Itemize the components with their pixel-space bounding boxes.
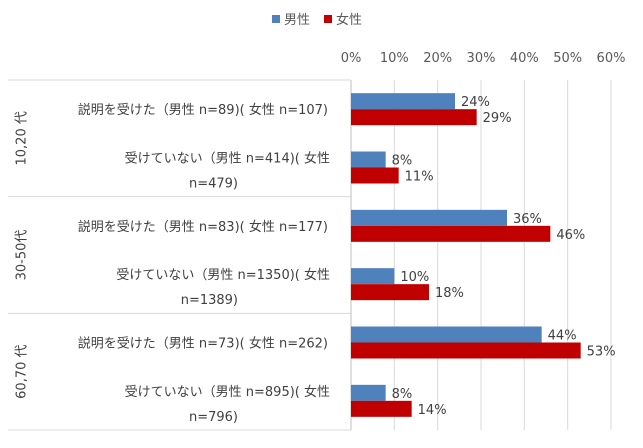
- bar-female: [351, 109, 477, 126]
- bar-female: [351, 284, 429, 301]
- data-label: 11%: [405, 170, 434, 185]
- x-tick-label: 10%: [380, 51, 409, 66]
- data-label: 36%: [513, 212, 542, 227]
- bar-male: [351, 209, 507, 226]
- data-label: 53%: [587, 345, 616, 360]
- data-label: 24%: [461, 95, 490, 110]
- legend-swatch: [272, 15, 280, 23]
- group-label: 60,70 代: [15, 344, 30, 398]
- data-label: 29%: [483, 111, 512, 126]
- bar-male: [351, 384, 386, 401]
- category-label: n=479): [189, 177, 238, 192]
- data-label: 10%: [400, 270, 429, 285]
- bar-male: [351, 93, 455, 110]
- category-label: n=1389): [181, 293, 238, 308]
- x-tick-label: 20%: [423, 51, 452, 66]
- bar-female: [351, 400, 412, 417]
- category-label: n=796): [189, 410, 238, 425]
- data-label: 8%: [392, 387, 413, 402]
- group-label: 10,20 代: [15, 111, 30, 165]
- bar-male: [351, 151, 386, 168]
- category-label: 説明を受けた（男性 n=83)( 女性 n=177): [78, 219, 328, 235]
- data-label: 8%: [392, 154, 413, 169]
- legend-swatch: [324, 15, 332, 23]
- x-tick-label: 40%: [510, 51, 539, 66]
- x-tick-label: 60%: [597, 51, 626, 66]
- x-tick-label: 0%: [341, 51, 362, 66]
- category-label: 説明を受けた（男性 n=73)( 女性 n=262): [78, 336, 328, 352]
- data-label: 44%: [548, 329, 577, 344]
- x-tick-label: 50%: [553, 51, 582, 66]
- bar-male: [351, 268, 395, 285]
- bar-female: [351, 225, 551, 242]
- bar-male: [351, 326, 542, 343]
- group-label: 30-50代: [15, 230, 30, 281]
- category-label: 受けていない（男性 n=414)( 女性: [125, 151, 330, 167]
- x-tick-label: 30%: [467, 51, 496, 66]
- bar-female: [351, 167, 399, 184]
- bar-female: [351, 342, 581, 359]
- data-label: 14%: [418, 403, 447, 418]
- category-label: 説明を受けた（男性 n=89)( 女性 n=107): [78, 102, 328, 118]
- legend-label: 男性: [284, 13, 310, 28]
- data-label: 18%: [435, 286, 464, 301]
- data-label: 46%: [556, 228, 585, 243]
- category-label: 受けていない（男性 n=1350)( 女性: [116, 267, 330, 283]
- legend-label: 女性: [336, 12, 362, 28]
- category-label: 受けていない（男性 n=895)( 女性: [125, 384, 330, 400]
